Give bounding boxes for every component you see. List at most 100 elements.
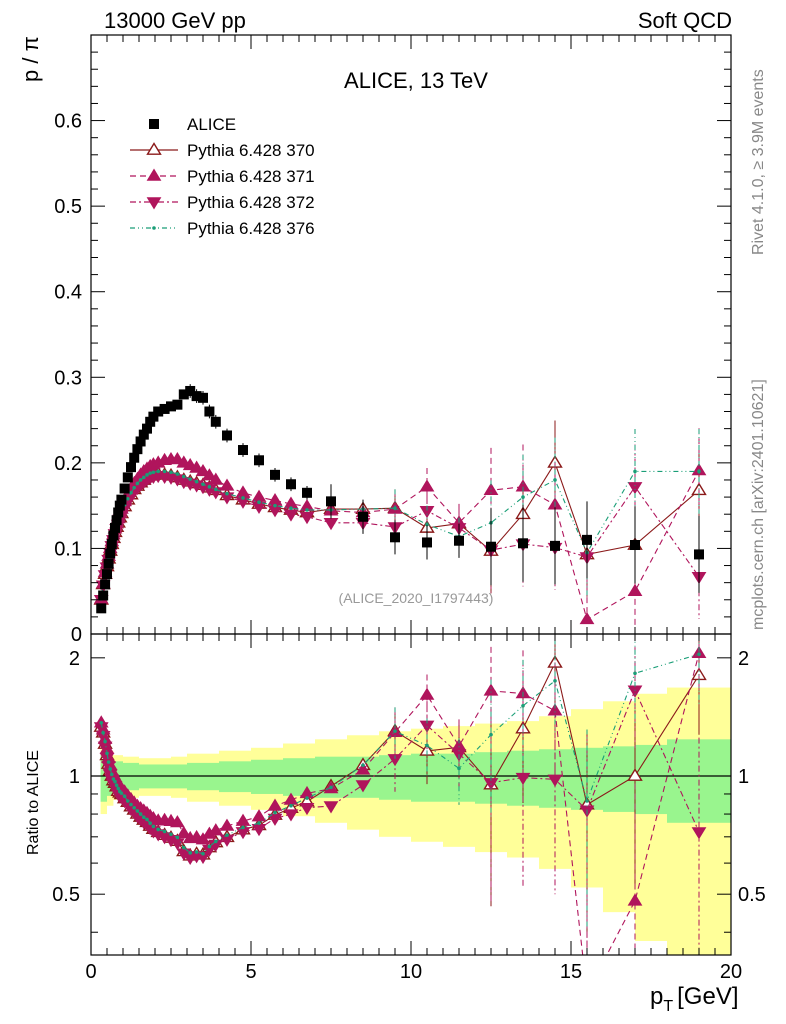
data-point: [326, 496, 336, 507]
y-tick-label-top: 0.6: [54, 111, 82, 133]
mc-point-371: [195, 463, 211, 477]
mc-point-376: [145, 473, 149, 477]
ratio-line-376: [100, 653, 700, 855]
data-point: [422, 537, 432, 548]
data-point: [358, 511, 368, 522]
mc-point-376: [201, 482, 205, 487]
mc-point-371: [219, 478, 235, 491]
mc-point-371: [251, 489, 267, 502]
data-point: [694, 549, 704, 560]
ratio-point-372: [323, 801, 339, 814]
data-point: [96, 603, 107, 614]
ratio-point-371: [219, 818, 235, 831]
mc-point-376: [169, 470, 173, 475]
mc-point-376: [175, 472, 180, 476]
ratio-point-376: [214, 839, 218, 844]
mc-point-376: [207, 485, 212, 489]
data-point: [138, 429, 149, 440]
x-tick-label: 15: [560, 961, 582, 983]
y-axis-label-top: p / π: [18, 36, 43, 82]
y-tick-label-top: 0.2: [54, 453, 82, 475]
data-point: [204, 406, 215, 417]
data-point: [142, 423, 152, 434]
mc-point-372: [627, 482, 643, 495]
ratio-point-371: [419, 687, 435, 700]
mc-point-376: [225, 491, 229, 496]
mc-point-376: [633, 469, 637, 474]
ratio-panel: 0 5 10 15 20 0.5 0.5 1 1 2 2: [52, 35, 766, 983]
chart-title: ALICE, 13 TeV: [344, 68, 488, 93]
mc-point-376: [214, 487, 218, 492]
ratio-point-371: [251, 809, 267, 822]
side-label-upper: Rivet 4.1.0, ≥ 3.9M events: [750, 69, 767, 255]
data-point: [98, 590, 109, 601]
data-point: [518, 538, 528, 549]
ratio-point-376: [129, 802, 133, 807]
x-tick-label: 0: [85, 961, 96, 983]
y-tick-label-bottom: 0.5: [52, 884, 80, 906]
mc-point-376: [521, 495, 525, 499]
ratio-point-376: [116, 786, 120, 791]
data-point: [119, 483, 130, 494]
data-point: [153, 406, 164, 417]
data-point: [110, 522, 120, 533]
data-point: [198, 392, 208, 403]
ratio-point-376: [132, 805, 136, 810]
data-point: [106, 539, 117, 550]
ratio-point-376: [175, 835, 180, 840]
y-tick-label-top: 0.4: [54, 282, 82, 304]
x-tick-label: 20: [720, 961, 742, 983]
data-point: [302, 487, 312, 498]
ratio-point-371: [235, 813, 251, 826]
data-point: [630, 540, 640, 551]
data-point: [113, 507, 124, 518]
mc-point-376: [273, 503, 277, 508]
mc-point-376: [142, 475, 146, 480]
mc-point-376: [553, 478, 557, 482]
ratio-point-376: [521, 704, 525, 708]
ratio-point-376: [148, 821, 152, 826]
legend-label: Pythia 6.428 372: [187, 193, 315, 212]
ratio-point-371: [176, 825, 192, 839]
data-point: [135, 436, 146, 447]
ratio-point-370: [627, 768, 643, 781]
ratio-point-376: [108, 767, 112, 771]
data-point: [105, 548, 116, 559]
ratio-point-376: [329, 785, 333, 790]
mc-point-371: [627, 583, 643, 596]
ratio-point-376: [633, 671, 637, 676]
mc-point-376: [241, 496, 245, 500]
mc-point-376: [393, 506, 397, 511]
ratio-point-376: [201, 851, 205, 856]
data-point: [238, 445, 248, 456]
ratio-point-376: [169, 832, 173, 837]
legend-marker: [149, 119, 159, 129]
side-label-lower: mcplots.cern.ch [arXiv:2401.10621]: [750, 379, 767, 630]
data-point: [454, 535, 464, 546]
ratio-point-371: [208, 823, 224, 836]
legend-marker: [146, 197, 162, 210]
data-point: [102, 569, 112, 580]
ratio-point-376: [182, 845, 186, 850]
ratio-point-371: [267, 798, 283, 811]
band-inner-bin: [219, 761, 251, 793]
data-point: [210, 416, 221, 427]
series-line-376: [100, 470, 699, 599]
ratio-point-376: [225, 833, 229, 837]
ratio-point-371: [170, 815, 185, 828]
ratio-point-376: [207, 844, 212, 849]
y-axis-label-bottom: Ratio to ALICE: [25, 750, 42, 855]
ratio-point-376: [393, 729, 397, 733]
mc-point-376: [162, 469, 167, 474]
y-tick-label-bottom: 2: [69, 648, 80, 670]
y-tick-label-bottom: 1: [69, 766, 80, 788]
y-tick-label-bottom-right: 1: [738, 766, 749, 788]
data-point: [582, 534, 592, 545]
ratio-point-376: [162, 829, 167, 834]
data-point: [159, 403, 170, 414]
ratio-point-376: [425, 743, 429, 748]
ratio-point-376: [257, 821, 261, 825]
mc-point-372: [323, 518, 339, 531]
data-point: [178, 389, 189, 400]
